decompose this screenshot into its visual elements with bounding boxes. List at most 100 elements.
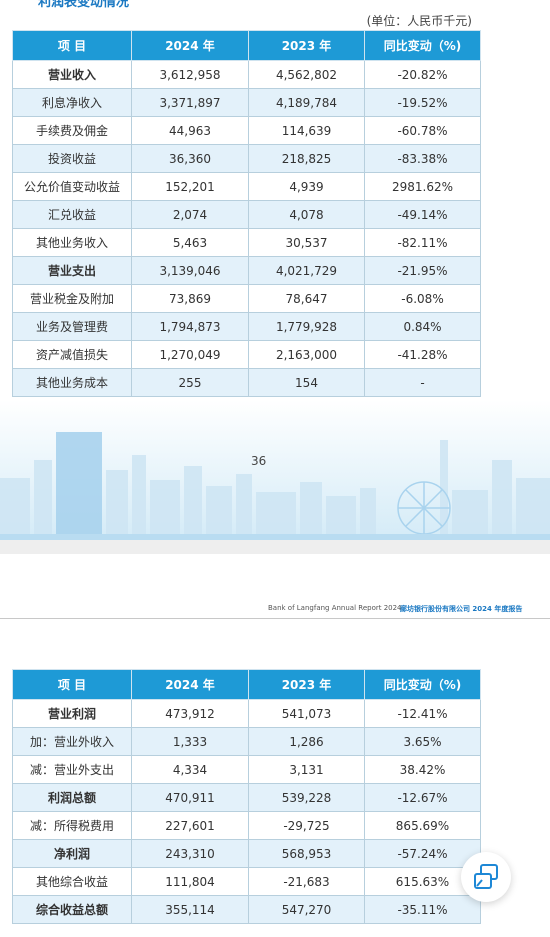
header-item: 项 目: [12, 669, 132, 700]
table-row: 加：营业外收入 1,333 1,286 3.65%: [12, 727, 481, 756]
cell-item: 营业收入: [12, 60, 132, 89]
table-row: 利润总额 470,911 539,228 -12.67%: [12, 783, 481, 812]
floating-window-button[interactable]: [461, 852, 511, 902]
table-row: 综合收益总额 355,114 547,270 -35.11%: [12, 895, 481, 924]
header-2023: 2023 年: [248, 30, 365, 61]
cell-2023: -21,683: [248, 867, 365, 896]
cell-2024: 1,794,873: [131, 312, 249, 341]
table-header-row: 项 目 2024 年 2023 年 同比变动（%): [12, 669, 481, 700]
cell-change: -12.41%: [364, 699, 481, 728]
header-2024: 2024 年: [131, 669, 249, 700]
cell-2023: 541,073: [248, 699, 365, 728]
cell-2023: 4,189,784: [248, 88, 365, 117]
cell-2023: 1,286: [248, 727, 365, 756]
unit-label: (单位：人民币千元): [366, 14, 472, 28]
cell-2024: 1,270,049: [131, 340, 249, 369]
cell-2024: 3,612,958: [131, 60, 249, 89]
header-change: 同比变动（%): [364, 30, 481, 61]
cell-item: 手续费及佣金: [12, 116, 132, 145]
cell-item: 减：所得税费用: [12, 811, 132, 840]
table-row: 其他综合收益 111,804 -21,683 615.63%: [12, 867, 481, 896]
cell-2023: 4,078: [248, 200, 365, 229]
cell-2024: 1,333: [131, 727, 249, 756]
section-title: 利润表变动情况: [38, 0, 130, 10]
cell-2023: 218,825: [248, 144, 365, 173]
cell-2024: 2,074: [131, 200, 249, 229]
cell-change: -6.08%: [364, 284, 481, 313]
table-row: 手续费及佣金 44,963 114,639 -60.78%: [12, 116, 481, 145]
cell-2024: 111,804: [131, 867, 249, 896]
income-table-2: 项 目 2024 年 2023 年 同比变动（%) 营业利润 473,912 541…: [12, 669, 481, 924]
cell-2024: 4,334: [131, 755, 249, 784]
cell-2024: 44,963: [131, 116, 249, 145]
cell-2023: 539,228: [248, 783, 365, 812]
cell-2023: 568,953: [248, 839, 365, 868]
table-row: 汇兑收益 2,074 4,078 -49.14%: [12, 200, 481, 229]
cell-item: 加：营业外收入: [12, 727, 132, 756]
table-row: 利息净收入 3,371,897 4,189,784 -19.52%: [12, 88, 481, 117]
cell-change: -49.14%: [364, 200, 481, 229]
table-row: 其他业务成本 255 154-: [12, 368, 481, 397]
cell-change: 865.69%: [364, 811, 481, 840]
cell-2023: 4,562,802: [248, 60, 365, 89]
table-row: 减：所得税费用 227,601 -29,725 865.69%: [12, 811, 481, 840]
table-row: 资产减值损失 1,270,049 2,163,000 -41.28%: [12, 340, 481, 369]
cell-item: 其他业务成本: [12, 368, 132, 397]
cell-item: 营业税金及附加: [12, 284, 132, 313]
table-row: 其他业务收入 5,463 30,537 -82.11%: [12, 228, 481, 257]
cell-2024: 355,114: [131, 895, 249, 924]
cell-2024: 470,911: [131, 783, 249, 812]
header-2023: 2023 年: [248, 669, 365, 700]
header-change: 同比变动（%): [364, 669, 481, 700]
cell-change: -82.11%: [364, 228, 481, 257]
header-chinese: 廊坊银行股份有限公司 2024 年度报告: [400, 605, 523, 613]
cell-2023: 30,537: [248, 228, 365, 257]
cell-2023: 1,779,928: [248, 312, 365, 341]
city-skyline-illustration: [0, 400, 550, 540]
cell-change: -: [364, 368, 481, 397]
cell-item: 资产减值损失: [12, 340, 132, 369]
cell-item: 公允价值变动收益: [12, 172, 132, 201]
cell-2024: 227,601: [131, 811, 249, 840]
table-row: 营业利润 473,912 541,073 -12.41%: [12, 699, 481, 728]
table-row: 减：营业外支出 4,334 3,131 38.42%: [12, 755, 481, 784]
page-gap: [0, 540, 550, 554]
cell-2023: -29,725: [248, 811, 365, 840]
cell-item: 营业利润: [12, 699, 132, 728]
table-header-row: 项 目 2024 年 2023 年 同比变动（%): [12, 30, 481, 61]
cell-change: 38.42%: [364, 755, 481, 784]
cell-item: 投资收益: [12, 144, 132, 173]
cell-2024: 255: [131, 368, 249, 397]
cell-item: 汇兑收益: [12, 200, 132, 229]
header-item: 项 目: [12, 30, 132, 61]
cell-2024: 3,371,897: [131, 88, 249, 117]
cell-item: 利息净收入: [12, 88, 132, 117]
cell-2024: 3,139,046: [131, 256, 249, 285]
cell-item: 净利润: [12, 839, 132, 868]
cell-change: -41.28%: [364, 340, 481, 369]
cell-2024: 73,869: [131, 284, 249, 313]
header-2024: 2024 年: [131, 30, 249, 61]
cell-2024: 473,912: [131, 699, 249, 728]
header-divider: [0, 618, 550, 619]
cell-item: 利润总额: [12, 783, 132, 812]
cell-item: 业务及管理费: [12, 312, 132, 341]
table-row: 营业税金及附加 73,869 78,647 -6.08%: [12, 284, 481, 313]
cell-change: -35.11%: [364, 895, 481, 924]
page-number: 36: [251, 454, 267, 468]
table-row: 业务及管理费 1,794,873 1,779,928 0.84%: [12, 312, 481, 341]
cell-2024: 243,310: [131, 839, 249, 868]
cell-2023: 4,939: [248, 172, 365, 201]
cell-change: -57.24%: [364, 839, 481, 868]
table-row: 营业收入 3,612,958 4,562,802 -20.82%: [12, 60, 481, 89]
cell-change: -83.38%: [364, 144, 481, 173]
cell-2023: 547,270: [248, 895, 365, 924]
cell-change: 0.84%: [364, 312, 481, 341]
table-row: 营业支出 3,139,046 4,021,729 -21.95%: [12, 256, 481, 285]
cell-item: 其他业务收入: [12, 228, 132, 257]
cell-2023: 114,639: [248, 116, 365, 145]
cell-2023: 78,647: [248, 284, 365, 313]
header-english: Bank of Langfang Annual Report 2024: [268, 604, 402, 612]
cell-2023: 3,131: [248, 755, 365, 784]
cell-2024: 152,201: [131, 172, 249, 201]
